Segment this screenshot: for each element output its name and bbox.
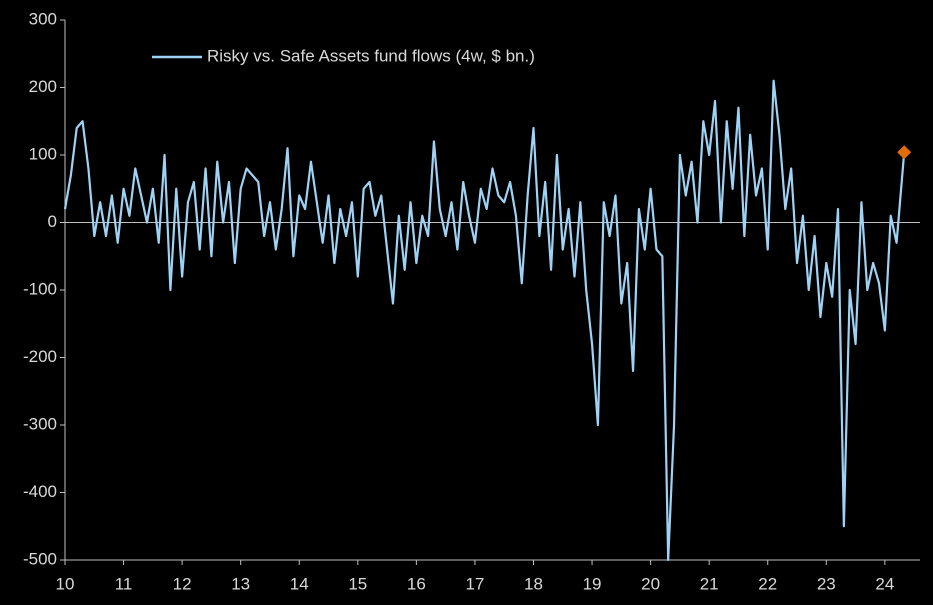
x-tick-label: 17	[465, 574, 484, 593]
legend-label: Risky vs. Safe Assets fund flows (4w, $ …	[207, 46, 535, 65]
y-tick-label: 200	[29, 77, 57, 96]
x-tick-label: 20	[641, 574, 660, 593]
y-tick-label: -500	[23, 549, 57, 568]
x-tick-label: 11	[115, 574, 133, 593]
x-tick-label: 16	[407, 574, 426, 593]
x-tick-label: 14	[290, 574, 309, 593]
end-marker	[897, 145, 912, 160]
y-tick-label: 300	[29, 9, 57, 28]
y-tick-label: -100	[23, 279, 57, 298]
x-tick-label: 19	[583, 574, 602, 593]
x-tick-label: 10	[56, 574, 75, 593]
y-tick-label: 100	[29, 144, 57, 163]
y-tick-label: -300	[23, 414, 57, 433]
y-tick-label: 0	[48, 212, 57, 231]
x-tick-label: 18	[524, 574, 543, 593]
x-tick-label: 13	[231, 574, 250, 593]
y-tick-label: -200	[23, 347, 57, 366]
series-line	[63, 79, 906, 562]
x-tick-label: 12	[173, 574, 192, 593]
x-tick-label: 24	[875, 574, 894, 593]
y-tick-label: -400	[23, 482, 57, 501]
x-tick-label: 21	[700, 574, 719, 593]
x-tick-label: 23	[817, 574, 836, 593]
x-tick-label: 22	[758, 574, 777, 593]
x-tick-label: 15	[348, 574, 367, 593]
